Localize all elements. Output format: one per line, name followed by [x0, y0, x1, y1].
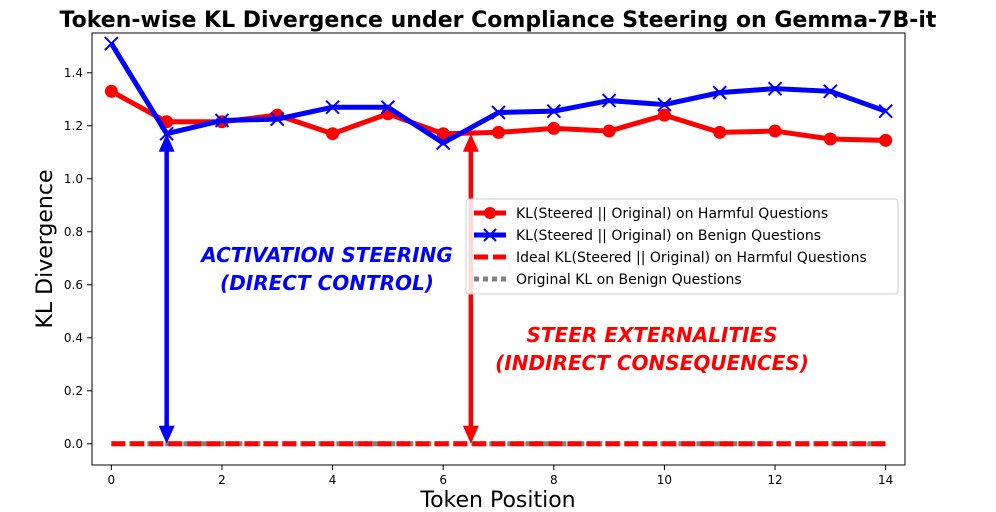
- legend-benign-marker: [483, 228, 497, 242]
- data-point-benign: [712, 85, 727, 100]
- data-point-harmful: [436, 127, 450, 141]
- y-tick-label: 0.4: [64, 331, 83, 345]
- x-axis-ticks: 0 2 4 6 8 10 12 14: [108, 465, 893, 487]
- activation-steering-label-line2: (DIRECT CONTROL): [220, 271, 434, 295]
- data-point-benign: [657, 97, 672, 112]
- data-point-harmful: [879, 133, 893, 147]
- x-tick-label: 8: [550, 473, 558, 487]
- activation-steering-label-line1: ACTIVATION STEERING: [199, 243, 452, 267]
- data-point-benign: [823, 84, 838, 99]
- x-tick-label: 2: [218, 473, 226, 487]
- data-point-benign: [491, 105, 506, 120]
- x-tick-label: 0: [108, 473, 116, 487]
- data-point-benign: [601, 93, 617, 108]
- y-tick-label: 0.0: [64, 437, 83, 451]
- series-layer: [104, 36, 893, 447]
- data-point-benign: [270, 111, 285, 127]
- x-tick-label: 4: [329, 473, 337, 487]
- legend-harmful-marker: [484, 207, 496, 219]
- legend-box: [465, 198, 899, 295]
- x-tick-label: 6: [439, 473, 447, 487]
- legend: KL(Steered || Original) on Harmful Quest…: [465, 198, 899, 295]
- y-axis-ticks: 0.0 0.2 0.4 0.6 0.8 1.0 1.2 1.4: [64, 66, 92, 451]
- activation-steering-arrow-head-bottom: [158, 425, 175, 444]
- legend-harmful-label: KL(Steered || Original) on Harmful Quest…: [516, 206, 828, 222]
- y-tick-label: 1.2: [64, 119, 83, 133]
- data-point-harmful: [602, 124, 616, 138]
- data-point-benign: [159, 126, 174, 141]
- data-point-harmful: [326, 127, 340, 141]
- data-point-benign: [767, 81, 783, 96]
- y-axis-label: KL Divergence: [33, 169, 58, 328]
- activation-steering-arrow-head-top: [158, 133, 175, 152]
- data-point-benign: [214, 113, 230, 128]
- annotation-layer: ACTIVATION STEERING (DIRECT CONTROL) STE…: [158, 133, 809, 444]
- data-point-harmful: [492, 125, 505, 139]
- data-point-benign: [325, 100, 340, 115]
- legend-ideal-label: Ideal KL(Steered || Original) on Harmful…: [516, 250, 867, 266]
- x-tick-label: 14: [878, 473, 893, 487]
- y-tick-label: 0.6: [64, 278, 83, 292]
- steer-externalities-arrow-head-top: [462, 133, 479, 152]
- data-point-harmful: [104, 84, 118, 98]
- data-point-benign: [104, 36, 119, 51]
- legend-original-label: Original KL on Benign Questions: [516, 272, 742, 288]
- legend-benign-label: KL(Steered || Original) on Benign Questi…: [516, 228, 821, 244]
- data-point-harmful: [713, 125, 727, 139]
- data-point-harmful: [823, 132, 837, 146]
- y-tick-label: 1.0: [64, 172, 83, 186]
- x-tick-label: 10: [657, 473, 672, 487]
- data-point-harmful: [768, 124, 782, 138]
- steer-externalities-arrow-head-bottom: [462, 425, 479, 444]
- data-point-harmful: [657, 108, 671, 122]
- y-tick-label: 1.4: [64, 66, 83, 80]
- x-tick-label: 12: [767, 473, 782, 487]
- data-point-benign: [878, 103, 893, 119]
- y-tick-label: 0.2: [64, 384, 83, 398]
- steer-externalities-label-line1: STEER EXTERNALITIES: [526, 323, 777, 347]
- data-point-harmful: [547, 121, 561, 135]
- steer-externalities-label-line2: (INDIRECT CONSEQUENCES): [495, 351, 809, 375]
- x-axis-label: Token Position: [419, 488, 575, 512]
- data-point-benign: [546, 103, 562, 119]
- chart-title: Token-wise KL Divergence under Complianc…: [60, 8, 937, 33]
- data-point-benign: [380, 100, 396, 115]
- data-point-benign: [435, 135, 451, 151]
- y-tick-label: 0.8: [64, 225, 83, 239]
